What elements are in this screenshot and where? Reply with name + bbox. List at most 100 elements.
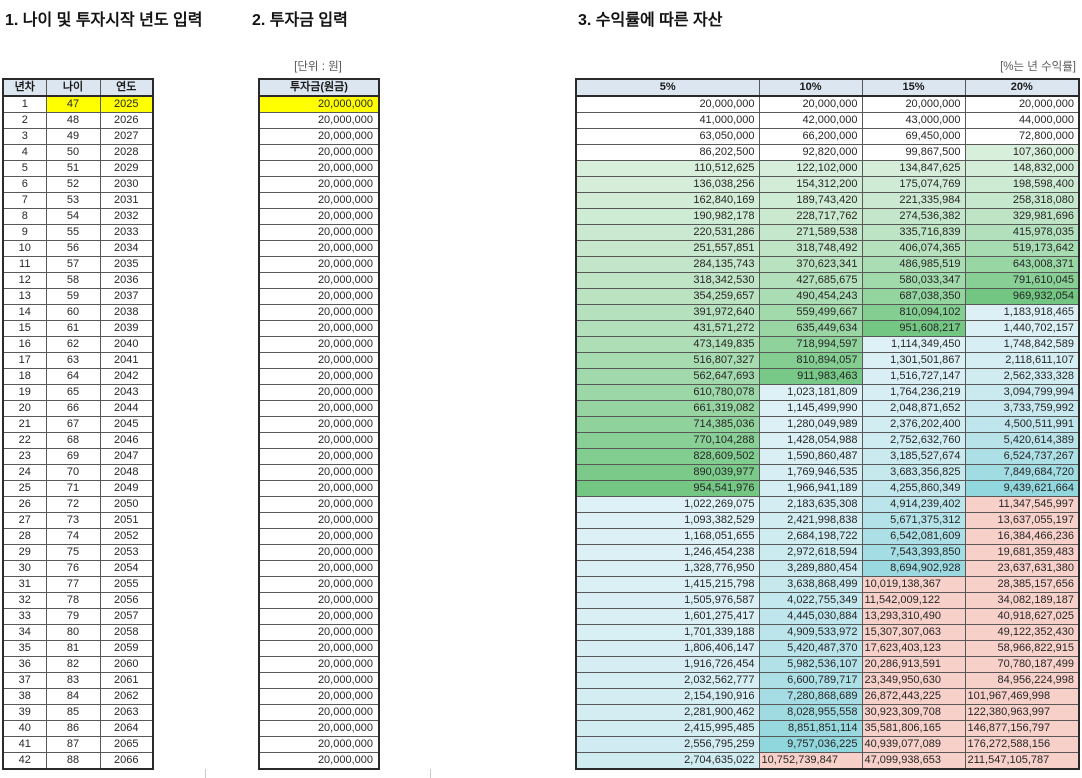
- asset-value: 70,780,187,499: [997, 658, 1074, 670]
- year-cell: 2036: [99, 272, 154, 289]
- table-row: 251,557,851 318,748,492 406,074,365 519,173…: [575, 240, 1080, 257]
- principal-cell: 20,000,000: [258, 400, 380, 417]
- table-row: 20,000,000: [258, 752, 380, 770]
- asset-cell-10%: 3,638,868,499: [758, 576, 863, 593]
- asset-cell-5%: 41,000,000: [575, 112, 760, 129]
- asset-cell-20%: 176,272,588,156: [964, 736, 1080, 753]
- table-row: 34 80 2058: [2, 624, 154, 641]
- table-row: 20,000,000: [258, 688, 380, 705]
- principal-input-cell[interactable]: 20,000,000: [258, 95, 380, 113]
- asset-cell-5%: 610,780,078: [575, 384, 760, 401]
- table-row: 40 86 2064: [2, 720, 154, 737]
- year-cell: 2027: [99, 128, 154, 145]
- asset-cell-10%: 271,589,538: [758, 224, 863, 241]
- asset-cell-5%: 2,154,190,916: [575, 688, 760, 705]
- asset-cell-20%: 11,347,545,997: [964, 496, 1080, 513]
- asset-cell-15%: 47,099,938,653: [861, 752, 966, 770]
- year-cell: 2029: [99, 160, 154, 177]
- asset-value: 44,000,000: [1018, 114, 1074, 126]
- asset-cell-15%: 99,867,500: [861, 144, 966, 161]
- asset-value: 1,428,054,988: [787, 434, 858, 446]
- age-input-cell[interactable]: 47: [45, 95, 101, 113]
- asset-value: 2,118,611,107: [1005, 354, 1074, 366]
- asset-value: 154,312,200: [796, 178, 858, 190]
- year-input-cell[interactable]: 2025: [99, 95, 154, 113]
- asset-cell-10%: 189,743,420: [758, 192, 863, 209]
- asset-cell-20%: 7,849,684,720: [964, 464, 1080, 481]
- table-row: 1,701,339,188 4,909,533,972 15,307,307,063…: [575, 624, 1080, 641]
- asset-cell-15%: 1,764,236,219: [861, 384, 966, 401]
- asset-value: 66,200,000: [802, 130, 858, 142]
- table-row: 41,000,000 42,000,000 43,000,000 44,000,000: [575, 112, 1080, 129]
- asset-cell-15%: 40,939,077,089: [861, 736, 966, 753]
- year-cell: 2053: [99, 544, 154, 561]
- asset-cell-15%: 2,752,632,760: [861, 432, 966, 449]
- table-row: 20,000,000: [258, 592, 380, 609]
- asset-value: 1,701,339,188: [684, 626, 755, 638]
- asset-value: 284,135,743: [693, 258, 755, 270]
- asset-cell-20%: 1,440,702,157: [964, 320, 1080, 337]
- asset-cell-10%: 2,421,998,838: [758, 512, 863, 529]
- yearnum-cell: 18: [2, 368, 47, 385]
- asset-cell-20%: 70,780,187,499: [964, 656, 1080, 673]
- asset-cell-15%: 406,074,365: [861, 240, 966, 257]
- table-row: 32 78 2056: [2, 592, 154, 609]
- asset-cell-15%: 8,694,902,928: [861, 560, 966, 577]
- asset-cell-10%: 1,590,860,487: [758, 448, 863, 465]
- asset-value: 562,647,693: [693, 370, 755, 382]
- table-row: 31 77 2055: [2, 576, 154, 593]
- asset-cell-20%: 415,978,035: [964, 224, 1080, 241]
- table-row: 20,000,000: [258, 304, 380, 321]
- asset-value: 28,385,157,656: [997, 578, 1074, 590]
- asset-cell-10%: 122,102,000: [758, 160, 863, 177]
- table-row: 7 53 2031: [2, 192, 154, 209]
- principal-cell: 20,000,000: [258, 592, 380, 609]
- asset-value: 2,183,635,308: [787, 498, 858, 510]
- asset-value: 661,319,082: [693, 402, 755, 414]
- asset-value: 84,956,224,998: [997, 674, 1074, 686]
- asset-cell-10%: 559,499,667: [758, 304, 863, 321]
- yearnum-cell: 11: [2, 256, 47, 273]
- age-cell: 57: [45, 256, 101, 273]
- table-row: 20,000,000: [258, 608, 380, 625]
- asset-cell-5%: 2,556,795,259: [575, 736, 760, 753]
- asset-value: 49,122,352,430: [997, 626, 1074, 638]
- asset-cell-15%: 26,872,443,225: [861, 688, 966, 705]
- asset-value: 791,610,045: [1012, 274, 1074, 286]
- asset-value: 251,557,851: [693, 242, 755, 254]
- asset-value: 318,342,530: [693, 274, 755, 286]
- table-row: 1,806,406,147 5,420,487,370 17,623,403,123…: [575, 640, 1080, 657]
- asset-cell-5%: 136,038,256: [575, 176, 760, 193]
- age-cell: 65: [45, 384, 101, 401]
- year-cell: 2055: [99, 576, 154, 593]
- principal-cell: 20,000,000: [258, 464, 380, 481]
- age-cell: 54: [45, 208, 101, 225]
- table-row: 20,000,000: [258, 672, 380, 689]
- asset-cell-5%: 2,032,562,777: [575, 672, 760, 689]
- asset-value: 7,280,868,689: [787, 690, 858, 702]
- asset-cell-10%: 10,752,739,847: [758, 752, 863, 770]
- asset-cell-5%: 190,982,178: [575, 208, 760, 225]
- asset-cell-5%: 954,541,976: [575, 480, 760, 497]
- asset-cell-5%: 431,571,272: [575, 320, 760, 337]
- asset-value: 427,685,675: [796, 274, 858, 286]
- table-row: 20,000,000: [258, 240, 380, 257]
- asset-value: 58,966,822,915: [997, 642, 1074, 654]
- yearnum-cell: 6: [2, 176, 47, 193]
- asset-value: 274,536,382: [899, 210, 961, 222]
- yearnum-cell: 5: [2, 160, 47, 177]
- asset-value: 3,289,880,454: [787, 562, 858, 574]
- asset-value: 1,280,049,989: [787, 418, 858, 430]
- age-cell: 73: [45, 512, 101, 529]
- asset-cell-10%: 3,289,880,454: [758, 560, 863, 577]
- asset-value: 516,807,327: [693, 354, 755, 366]
- asset-cell-20%: 258,318,080: [964, 192, 1080, 209]
- asset-value: 134,847,625: [899, 162, 961, 174]
- asset-cell-15%: 580,033,347: [861, 272, 966, 289]
- table-row: 13 59 2037: [2, 288, 154, 305]
- table-row: 473,149,835 718,994,597 1,114,349,450 1,748…: [575, 336, 1080, 353]
- asset-cell-5%: 1,806,406,147: [575, 640, 760, 657]
- principal-cell: 20,000,000: [258, 656, 380, 673]
- table-row: 36 82 2060: [2, 656, 154, 673]
- table-row: 11 57 2035: [2, 256, 154, 273]
